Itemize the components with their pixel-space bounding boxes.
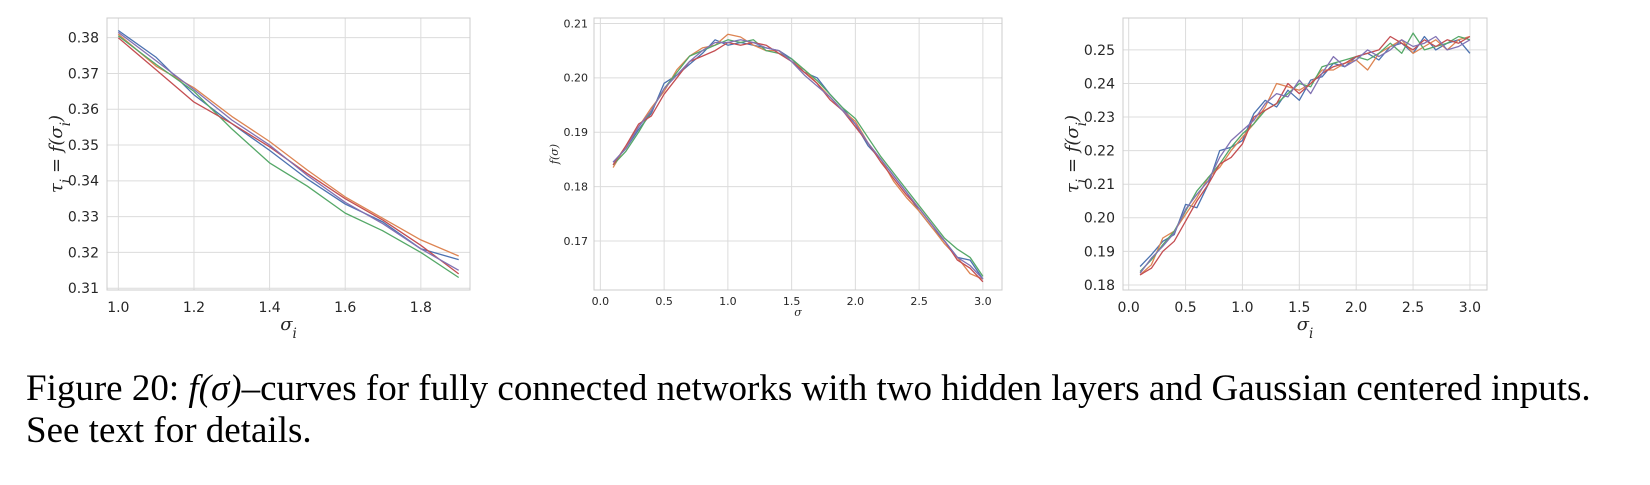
series-line-1: [1139, 35, 1471, 267]
y-tick-label: 0.18: [1084, 278, 1115, 294]
plot-area: [594, 18, 1002, 290]
x-tick-label: 1.2: [183, 300, 205, 316]
x-axis-label: σ: [794, 306, 802, 319]
x-tick-label: 2.5: [910, 295, 928, 308]
y-tick-label: 0.32: [68, 245, 99, 261]
y-tick-label: 0.19: [564, 126, 589, 139]
plot-area: [107, 18, 470, 290]
y-tick-label: 0.24: [1084, 76, 1115, 92]
figure-caption: Figure 20: f(σ)–curves for fully connect…: [26, 368, 1636, 452]
y-tick-label: 0.18: [564, 180, 589, 193]
y-tick-label: 0.20: [564, 72, 589, 85]
x-tick-label: 1.0: [1231, 300, 1253, 316]
chart-panel-3: 0.0 0.5 1.0 1.5 2.0 2.5 3.0 0.18 0.19 0.20 0.21 0.2…: [1062, 17, 1488, 342]
series-line-4: [1139, 35, 1471, 276]
x-tick-label: 3.0: [1459, 300, 1481, 316]
series-line-5: [612, 39, 984, 280]
series-line-5: [117, 31, 460, 271]
x-axis-label: σi: [280, 314, 297, 342]
y-tick-label: 0.23: [1084, 110, 1115, 126]
y-tick-label: 0.20: [1084, 211, 1115, 227]
y-tick-label: 0.31: [68, 281, 99, 297]
y-tick-label: 0.34: [68, 174, 99, 190]
x-tick-label: 1.0: [107, 300, 129, 316]
y-tick-label: 0.38: [68, 31, 99, 47]
caption-label: Figure 20:: [26, 368, 180, 409]
series-line-2: [612, 33, 984, 280]
y-axis-label: τi = f(σi): [1062, 115, 1090, 193]
y-tick-label: 0.21: [1084, 177, 1115, 193]
chart-panel-2: 0.0 0.5 1.0 1.5 2.0 2.5 3.0 0.17 0.18 0.19 0.20 0.2…: [548, 17, 1003, 319]
x-tick-label: 2.5: [1402, 300, 1424, 316]
x-tick-label: 0.5: [655, 295, 673, 308]
x-axis-label: σi: [1297, 314, 1314, 342]
caption-text: –curves for fully connected networks wit…: [26, 368, 1591, 451]
plot-frame: [106, 17, 471, 291]
chart-panel-1: 1.0 1.2 1.4 1.6 1.8 0.31 0.32 0.33 0.34 0.35 0.36 0…: [46, 17, 471, 342]
y-tick-label: 0.36: [68, 102, 99, 118]
series-line-2: [117, 33, 459, 257]
y-tick-label: 0.17: [564, 235, 589, 248]
series-line-3: [612, 39, 984, 277]
y-tick-label: 0.33: [68, 210, 99, 226]
series-line-3: [117, 35, 460, 279]
x-tick-label: 1.6: [334, 300, 356, 316]
y-tick-label: 0.35: [68, 138, 99, 154]
x-tick-label: 2.0: [1345, 300, 1367, 316]
x-tick-label: 3.0: [974, 295, 992, 308]
y-tick-label: 0.25: [1084, 43, 1115, 59]
y-tick-label: 0.21: [564, 17, 589, 30]
x-tick-label: 2.0: [847, 295, 865, 308]
x-tick-label: 1.0: [719, 295, 737, 308]
x-tick-label: 0.0: [1118, 300, 1140, 316]
x-tick-label: 0.5: [1174, 300, 1196, 316]
caption-math: f(σ): [188, 368, 242, 409]
plot-area: [1123, 18, 1487, 290]
series-line-5: [1139, 35, 1471, 274]
series-line-3: [1139, 32, 1471, 272]
y-axis-label: f(σ): [548, 144, 561, 165]
y-axis-label: τi = f(σi): [46, 115, 74, 193]
y-tick-label: 0.22: [1084, 144, 1115, 160]
series-line-1: [117, 29, 459, 261]
x-tick-label: 1.8: [410, 300, 432, 316]
y-tick-label: 0.19: [1084, 244, 1115, 260]
x-tick-label: 1.5: [783, 295, 801, 308]
plot-frame: [593, 17, 1003, 291]
x-tick-label: 1.5: [1288, 300, 1310, 316]
x-tick-label: 1.4: [258, 300, 280, 316]
x-tick-label: 0.0: [592, 295, 610, 308]
plot-frame: [1122, 17, 1488, 291]
y-tick-label: 0.37: [68, 66, 99, 82]
